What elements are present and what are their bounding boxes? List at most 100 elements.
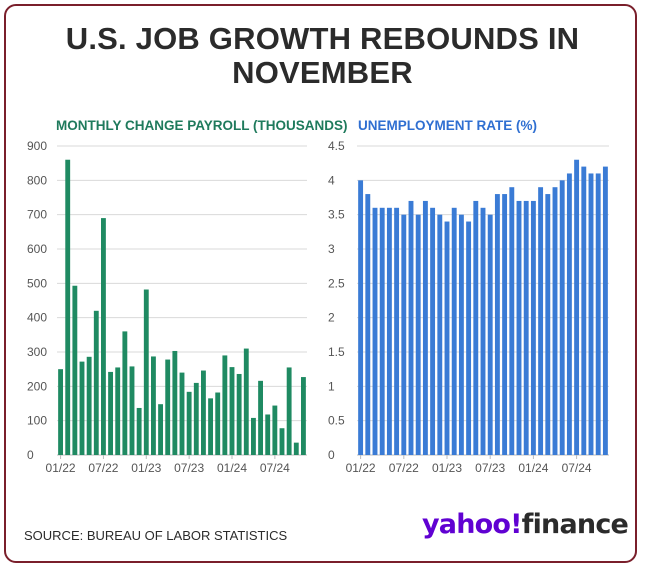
payroll-bar: [101, 218, 106, 455]
unemployment-x-tick-label: 01/23: [432, 461, 462, 475]
payroll-bar: [243, 348, 249, 455]
payroll-bar: [272, 405, 278, 455]
payroll-bar: [58, 369, 63, 455]
payroll-x-tick-label: 07/22: [88, 461, 118, 475]
payroll-bar: [251, 417, 256, 455]
payroll-bar: [165, 359, 171, 455]
unemployment-bar: [473, 200, 479, 455]
unemployment-y-tick-label: 2.5: [328, 276, 345, 290]
payroll-bar: [93, 310, 99, 455]
unemployment-bar: [494, 194, 500, 456]
payroll-bar: [72, 285, 78, 455]
logo-yahoo: yahoo!: [422, 509, 522, 540]
unemployment-bar: [502, 194, 508, 456]
payroll-bar: [143, 289, 149, 455]
payroll-bar: [236, 373, 242, 455]
payroll-y-tick-label: 300: [27, 345, 47, 359]
payroll-y-tick-label: 800: [27, 173, 47, 187]
payroll-y-tick-label: 200: [27, 379, 47, 393]
unemployment-bar: [466, 221, 472, 455]
unemployment-bar: [574, 159, 580, 455]
payroll-bar: [265, 414, 271, 455]
unemployment-bar: [595, 173, 601, 455]
payroll-x-tick-label: 01/22: [46, 461, 76, 475]
unemployment-bar: [437, 214, 443, 455]
payroll-bar: [65, 159, 71, 455]
unemployment-x-tick-label: 01/22: [346, 461, 376, 475]
unemployment-y-tick-label: 1.5: [328, 345, 345, 359]
unemployment-bar: [552, 187, 558, 455]
payroll-bar: [258, 380, 263, 455]
unemployment-chart-title: UNEMPLOYMENT RATE (%): [358, 118, 537, 133]
unemployment-x-tick-label: 01/24: [518, 461, 548, 475]
unemployment-bar: [516, 200, 522, 455]
payroll-bar: [179, 372, 185, 455]
unemployment-bar: [386, 207, 392, 455]
payroll-bar: [129, 366, 135, 455]
unemployment-bar: [545, 194, 551, 456]
unemployment-bar: [487, 214, 493, 455]
payroll-bar: [215, 392, 221, 455]
payroll-x-tick-label: 01/24: [217, 461, 247, 475]
unemployment-bar: [588, 173, 594, 455]
payroll-x-tick-label: 07/24: [260, 461, 290, 475]
unemployment-bar: [602, 166, 608, 455]
unemployment-bar: [401, 214, 407, 455]
payroll-bar: [301, 377, 306, 455]
unemployment-bar: [365, 194, 371, 456]
unemployment-bar: [559, 180, 565, 456]
payroll-bar: [279, 428, 285, 455]
payroll-bar: [151, 356, 156, 455]
unemployment-bar: [509, 187, 515, 455]
unemployment-y-tick-label: 3.5: [328, 208, 345, 222]
payroll-bar: [136, 407, 142, 455]
unemployment-y-tick-label: 4: [328, 173, 335, 187]
payroll-bar: [193, 382, 199, 455]
payroll-y-tick-label: 0: [27, 448, 34, 462]
unemployment-x-tick-label: 07/22: [389, 461, 419, 475]
payroll-bar: [79, 361, 85, 455]
page-title: U.S. JOB GROWTH REBOUNDS IN NOVEMBER: [0, 22, 645, 90]
unemployment-bar: [444, 221, 450, 455]
payroll-chart-title: MONTHLY CHANGE PAYROLL (THOUSANDS): [56, 118, 348, 133]
payroll-bar: [286, 367, 292, 455]
payroll-y-tick-label: 100: [27, 414, 47, 428]
payroll-y-tick-label: 500: [27, 276, 47, 290]
unemployment-y-tick-label: 1: [328, 379, 335, 393]
unemployment-bar: [566, 173, 572, 455]
unemployment-bar: [451, 207, 457, 455]
title-line-2: NOVEMBER: [232, 55, 413, 90]
unemployment-bar: [523, 200, 529, 455]
payroll-bar: [208, 398, 213, 455]
unemployment-y-tick-label: 2: [328, 311, 335, 325]
unemployment-bar: [358, 180, 364, 456]
payroll-y-tick-label: 700: [27, 208, 47, 222]
unemployment-y-tick-label: 0: [328, 448, 335, 462]
unemployment-bar: [538, 187, 544, 455]
payroll-bar: [186, 391, 192, 455]
payroll-bar: [222, 355, 228, 455]
unemployment-bar: [480, 207, 486, 455]
payroll-bar: [293, 442, 299, 455]
unemployment-bar: [372, 207, 378, 455]
payroll-x-tick-label: 01/23: [131, 461, 161, 475]
unemployment-x-tick-label: 07/23: [475, 461, 505, 475]
unemployment-bar: [530, 200, 536, 455]
payroll-bar: [122, 331, 128, 455]
payroll-y-tick-label: 400: [27, 311, 47, 325]
payroll-bar: [108, 371, 113, 455]
unemployment-bar: [379, 207, 385, 455]
unemployment-bar: [458, 214, 464, 455]
payroll-x-tick-label: 07/23: [174, 461, 204, 475]
unemployment-x-tick-label: 07/24: [562, 461, 592, 475]
payroll-bar: [172, 350, 178, 455]
payroll-y-tick-label: 600: [27, 242, 47, 256]
title-line-1: U.S. JOB GROWTH REBOUNDS IN: [65, 21, 580, 56]
unemployment-bar: [408, 200, 414, 455]
unemployment-bar: [581, 166, 587, 455]
payroll-bar: [158, 404, 163, 455]
payroll-bar: [201, 370, 206, 455]
source-note: SOURCE: BUREAU OF LABOR STATISTICS: [24, 528, 288, 543]
yahoo-finance-logo: yahoo!finance: [422, 509, 629, 540]
